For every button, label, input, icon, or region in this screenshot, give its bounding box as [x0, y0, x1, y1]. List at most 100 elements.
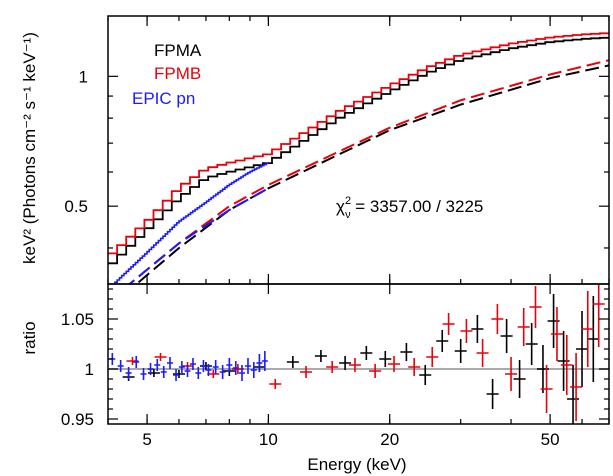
fpmb-ratio-point: [560, 335, 573, 395]
fpmb-ratio-point: [326, 361, 339, 373]
fpmb-ratio-point: [408, 358, 421, 376]
epic-pn-ratio-point: [212, 360, 219, 374]
top-plot-area: [108, 32, 609, 284]
axis-ticks: 5 10 20 50 0.5 1 0.95 1 1.05: [61, 16, 610, 449]
fpma-ratio-point: [513, 360, 526, 398]
fpmb-ratio-point: [269, 379, 282, 389]
fpma-ratio-point: [576, 311, 589, 387]
fpma-ratio-point: [454, 339, 467, 363]
epic-pn-ratio-point: [219, 365, 226, 379]
epic-pn-ratio-point: [173, 369, 180, 381]
chi-square-annotation: χ2 ν = 3357.00 / 3225: [336, 195, 483, 221]
fpma-ratio-point: [587, 296, 600, 382]
fpmb-ratio-point: [581, 291, 594, 367]
fpma-ratio-point: [567, 365, 580, 424]
top-ylabel: keV² (Photons cm⁻² s⁻¹ keV⁻¹): [20, 32, 39, 264]
fpma-ratio-point: [500, 319, 513, 353]
fpmb-ratio-point: [491, 304, 504, 334]
epic-pn-model-line: [128, 187, 269, 284]
fpma-ratio-point: [419, 365, 432, 385]
fpma-ratio-point: [400, 343, 413, 361]
fpma-ratio-point: [471, 315, 484, 343]
epic-pn-ratio-point: [232, 361, 239, 375]
ratio-plot-area: [108, 284, 609, 424]
fpmb-ratio-point: [550, 307, 563, 361]
fpma-ratio-point: [147, 369, 160, 377]
fpma-ratio-point: [379, 351, 392, 367]
fpmb-ratio-point: [476, 339, 489, 367]
epic-pn-ratio-point: [178, 361, 185, 373]
fpma-ratio-point: [172, 370, 185, 378]
fpma-ratio-point: [547, 294, 560, 348]
epic-pn-ratio-point: [261, 351, 268, 371]
chi-sub: ν: [345, 209, 351, 221]
fpma-ratio-point: [286, 356, 299, 368]
x-tick-label: 5: [142, 430, 151, 449]
epic-pn-ratio-point: [133, 356, 140, 368]
fpmb-ratio-point: [154, 353, 167, 361]
epic-pn-ratio-point: [147, 363, 154, 375]
top-y-tick-label: 1: [79, 67, 88, 86]
bottom-y-tick-label: 1.05: [61, 310, 94, 329]
fpmb-ratio-point: [517, 308, 530, 346]
epic-pn-ratio-point: [184, 365, 191, 377]
fpma-ratio-point: [486, 379, 499, 409]
fpmb-ratio-point: [570, 353, 583, 421]
epic-pn-ratio-point: [250, 362, 257, 378]
chi-symbol: χ: [336, 197, 345, 216]
bottom-y-tick-label: 0.95: [61, 410, 94, 429]
spectrum-panel-marks: [108, 32, 609, 284]
legend-epic-pn: EPIC pn: [132, 89, 195, 108]
epic-pn-ratio-point: [195, 367, 202, 379]
epic-pn-ratio-point: [154, 359, 161, 371]
x-tick-label: 20: [380, 430, 399, 449]
epic-pn-ratio-point: [140, 368, 147, 380]
epic-pn-ratio-point: [160, 366, 167, 378]
legend-fpma: FPMA: [154, 41, 202, 60]
ratio-panel-marks: [108, 284, 609, 424]
fpmb-ratio-point: [460, 319, 473, 343]
epic-pn-ratio-point: [189, 358, 196, 370]
x-tick-label: 50: [541, 430, 560, 449]
fpmb-ratio-point: [505, 357, 518, 391]
x-tick-label: 10: [259, 430, 278, 449]
epic-pn-ratio-point: [200, 360, 207, 372]
fpmb-ratio-point: [369, 364, 382, 378]
chi-sup: 2: [345, 195, 351, 207]
xlabel: Energy (keV): [307, 455, 406, 474]
epic-pn-ratio-point: [166, 357, 173, 369]
fpmb-ratio-point: [348, 358, 361, 372]
fpmb-ratio-point: [540, 365, 553, 413]
fpmb-data-steps: [108, 32, 609, 255]
chi-value: = 3357.00 / 3225: [351, 197, 484, 216]
fpmb-model-line: [128, 59, 609, 284]
epic-pn-ratio-point: [226, 358, 233, 372]
fpma-ratio-point: [557, 331, 570, 391]
bottom-panel-frame: [107, 283, 610, 425]
fpma-model-line: [134, 64, 609, 284]
fpmb-ratio-point: [529, 286, 542, 328]
top-y-tick-label: 0.5: [64, 197, 88, 216]
bottom-ylabel: ratio: [20, 321, 39, 354]
fpma-ratio-point: [525, 323, 538, 365]
epic-pn-ratio-point: [205, 364, 212, 376]
axes-frames: [107, 15, 610, 425]
epic-pn-ratio-point: [244, 358, 251, 374]
fpma-ratio-point: [339, 356, 352, 370]
legend-fpmb: FPMB: [154, 64, 201, 83]
epic-pn-ratio-point: [117, 360, 124, 372]
fpma-ratio-point: [360, 346, 373, 360]
fpmb-ratio-point: [426, 347, 439, 367]
fpmb-ratio-point: [442, 313, 455, 335]
fpmb-ratio-point: [300, 366, 313, 378]
epic-pn-ratio-point: [125, 367, 132, 379]
fpma-ratio-point: [314, 350, 327, 362]
fpmb-ratio-point: [388, 356, 401, 372]
fpma-data-steps: [108, 36, 609, 265]
epic-pn-ratio-point: [238, 365, 245, 381]
epic-pn-data-steps: [111, 162, 269, 284]
fpmb-ratio-point: [592, 284, 605, 347]
bottom-y-tick-label: 1: [85, 360, 94, 379]
fpma-ratio-point: [436, 330, 449, 352]
